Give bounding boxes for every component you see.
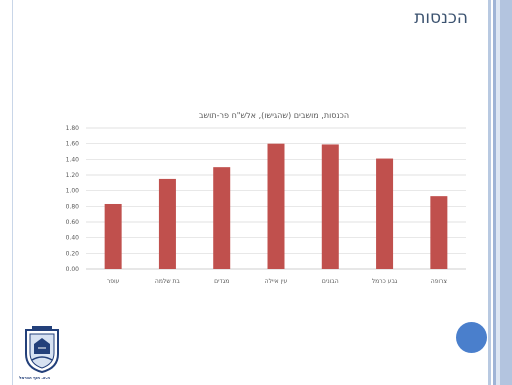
category-labels: עופר בת שלמה מגדים עין איילה הבונים גבע כרמל צ… [107, 278, 448, 285]
slide-title: הכנסות [414, 8, 468, 28]
y-tick-label: 0.00 [66, 266, 80, 273]
logo-caption: ה.א. חוף הכרמל [19, 375, 51, 380]
y-tick-label: 0.40 [66, 235, 80, 242]
y-tick-label: 0.60 [66, 219, 80, 226]
y-tick-label: 1.00 [66, 188, 80, 195]
bar [430, 196, 448, 269]
y-tick-label: 1.80 [66, 125, 80, 132]
y-tick-label: 0.80 [66, 203, 80, 210]
y-tick-label: 0.20 [66, 250, 80, 257]
accent-circle [456, 322, 487, 353]
bar [267, 143, 285, 269]
y-tick-label: 1.20 [66, 172, 80, 179]
slide-border-right [486, 0, 512, 385]
bars [104, 143, 448, 269]
bar [213, 167, 231, 269]
y-tick-labels: 0.00 0.20 0.40 0.60 0.80 1.00 1.20 1.40 1.60 1.80 [66, 125, 80, 273]
chart-title: הכנסות, מושבים (שהגישו), אלש"ח פר-תושב [199, 111, 349, 120]
category-label: גבע כרמל [372, 278, 398, 285]
bar [104, 203, 122, 269]
category-label: עין איילה [265, 278, 288, 285]
category-label: עופר [107, 278, 120, 285]
bar [158, 178, 176, 269]
bar [321, 144, 339, 269]
y-tick-label: 1.40 [66, 156, 80, 163]
y-tick-label: 1.60 [66, 141, 80, 148]
category-label: הבונים [322, 278, 339, 285]
municipality-logo [22, 324, 62, 374]
bar [376, 158, 394, 269]
category-label: בת שלמה [155, 278, 181, 285]
category-label: מגדים [214, 278, 229, 285]
left-rule [12, 0, 13, 385]
category-label: צרופה [431, 278, 448, 285]
